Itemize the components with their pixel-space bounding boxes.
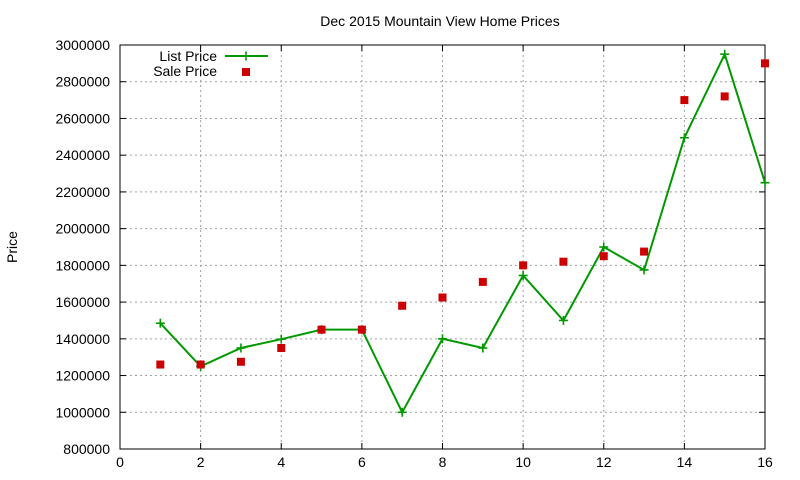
- y-tick-label: 2200000: [55, 184, 110, 200]
- x-tick-label: 16: [757, 454, 773, 470]
- sale-price-point: [519, 261, 528, 270]
- grid: [120, 45, 765, 449]
- y-axis-label: Price: [4, 231, 20, 263]
- sale-price-point: [438, 293, 447, 302]
- x-tick-label: 14: [677, 454, 693, 470]
- list-price-point: [679, 133, 689, 143]
- sale-price-point: [640, 247, 649, 256]
- y-tick-label: 2600000: [55, 110, 110, 126]
- sale-price-point: [277, 344, 286, 352]
- list-price-point: [639, 265, 649, 275]
- x-tick-label: 8: [439, 454, 447, 470]
- sale-price-point: [599, 252, 608, 261]
- chart-title: Dec 2015 Mountain View Home Prices: [320, 13, 559, 29]
- data-series: [155, 49, 770, 417]
- sale-price-point: [196, 360, 205, 369]
- y-tick-label: 2400000: [55, 147, 110, 163]
- list-price-point: [599, 242, 609, 252]
- list-price-point: [438, 334, 447, 344]
- x-tick-label: 10: [515, 454, 531, 470]
- plot-frame: [119, 44, 766, 450]
- sale-price-point: [761, 59, 769, 68]
- x-tick-label: 2: [197, 454, 205, 470]
- list-price-point: [155, 318, 165, 328]
- sale-price-point: [317, 325, 326, 334]
- legend: List Price Sale Price: [153, 48, 268, 79]
- legend-marker-sale-price: [242, 68, 250, 76]
- legend-label-sale-price: Sale Price: [153, 63, 217, 79]
- legend-label-list-price: List Price: [159, 48, 217, 64]
- axis-ticks: 0 2 4 6 8 10 12 14 16 800000 1000000 1200000 1400000…: [55, 37, 773, 470]
- sale-price-point: [680, 96, 689, 105]
- y-tick-label: 1800000: [55, 257, 110, 273]
- sale-price-point: [236, 357, 245, 366]
- legend-marker-list-price: [241, 51, 251, 61]
- y-tick-label: 1400000: [55, 331, 110, 347]
- y-tick-label: 1600000: [55, 294, 110, 310]
- list-price-point: [236, 343, 246, 353]
- sale-price-point: [156, 360, 165, 369]
- list-price-point: [276, 334, 286, 344]
- y-tick-label: 2000000: [55, 221, 110, 237]
- x-tick-label: 0: [116, 454, 124, 470]
- list-price-line: [159, 51, 766, 415]
- sale-price-point: [559, 257, 568, 266]
- list-price-point: [720, 49, 730, 59]
- sale-price-point: [720, 92, 729, 101]
- x-tick-label: 12: [596, 454, 612, 470]
- sale-price-point: [357, 325, 366, 334]
- list-price-point: [478, 343, 488, 353]
- sale-price-point: [478, 277, 487, 286]
- y-tick-label: 1000000: [55, 404, 110, 420]
- y-tick-label: 1200000: [55, 368, 110, 384]
- list-price-point: [760, 178, 770, 188]
- sale-price-point: [398, 301, 407, 310]
- y-tick-label: 2800000: [55, 74, 110, 90]
- list-price-point: [397, 407, 407, 417]
- y-tick-label: 800000: [63, 441, 110, 457]
- x-tick-label: 6: [358, 454, 366, 470]
- list-price-point: [518, 270, 528, 280]
- y-tick-label: 3000000: [55, 37, 110, 53]
- x-tick-label: 4: [277, 454, 285, 470]
- list-price-point: [558, 315, 568, 325]
